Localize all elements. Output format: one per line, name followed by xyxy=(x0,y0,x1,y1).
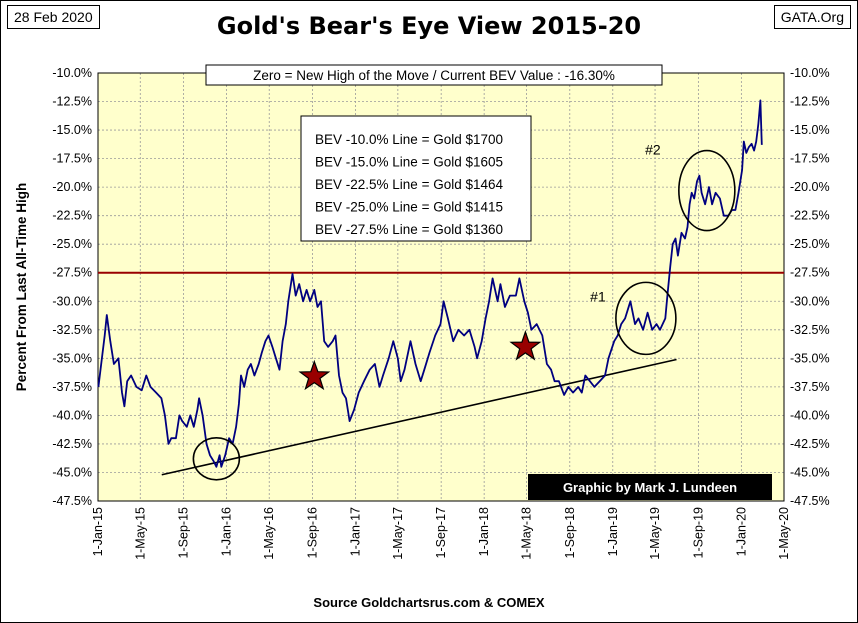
y-tick-label-left: -12.5% xyxy=(52,95,92,109)
x-tick-label: 1-Jan-18 xyxy=(477,507,491,556)
trend-line xyxy=(161,358,677,476)
y-tick-label-right: -20.0% xyxy=(790,180,830,194)
source-note: Source Goldchartsrus.com & COMEX xyxy=(313,595,545,610)
x-tick-label: 1-May-20 xyxy=(777,507,791,560)
info-banner-box xyxy=(205,64,663,86)
bev-legend-line: BEV -15.0% Line = Gold $1605 xyxy=(315,155,503,170)
y-axis-label: Percent From Last All-Time High xyxy=(14,183,29,392)
y-tick-label-right: -45.0% xyxy=(790,465,830,479)
y-tick-label-left: -35.0% xyxy=(52,351,92,365)
y-tick-label-left: -32.5% xyxy=(52,323,92,337)
y-tick-label-right: -40.0% xyxy=(790,408,830,422)
y-tick-label-left: -47.5% xyxy=(52,494,92,508)
y-tick-label-right: -10.0% xyxy=(790,66,830,80)
x-tick-label: 1-May-18 xyxy=(519,507,533,560)
info-banner-text: Zero = New High of the Move / Current BE… xyxy=(253,68,615,83)
series-line xyxy=(97,99,763,468)
y-tick-label-right: -30.0% xyxy=(790,294,830,308)
y-tick-label-left: -30.0% xyxy=(52,294,92,308)
y-tick-label-right: -37.5% xyxy=(790,380,830,394)
annotation-label: #1 xyxy=(590,289,606,305)
site-tag: GATA.Org xyxy=(773,5,851,29)
y-tick-label-right: -32.5% xyxy=(790,323,830,337)
star-marker xyxy=(509,330,542,361)
y-tick-label-left: -22.5% xyxy=(52,209,92,223)
x-tick-label: 1-Sep-19 xyxy=(691,507,705,558)
x-tick-label: 1-May-16 xyxy=(262,507,276,560)
y-tick-label-right: -17.5% xyxy=(790,152,830,166)
x-tick-label: 1-Jan-16 xyxy=(220,507,234,556)
y-tick-label-left: -40.0% xyxy=(52,408,92,422)
chart-title: Gold's Bear's Eye View 2015-20 xyxy=(216,12,642,40)
date-tag: 28 Feb 2020 xyxy=(7,5,100,29)
y-tick-label-right: -35.0% xyxy=(790,351,830,365)
y-tick-label-right: -27.5% xyxy=(790,266,830,280)
bev-legend-line: BEV -27.5% Line = Gold $1360 xyxy=(315,222,503,237)
y-tick-label-right: -15.0% xyxy=(790,123,830,137)
y-tick-label-left: -45.0% xyxy=(52,465,92,479)
star-marker xyxy=(298,359,331,391)
y-tick-label-right: -25.0% xyxy=(790,237,830,251)
x-tick-label: 1-May-15 xyxy=(133,507,147,560)
x-tick-label: 1-Jan-19 xyxy=(606,507,620,556)
x-tick-label: 1-Sep-18 xyxy=(563,507,577,558)
bev-legend-line: BEV -10.0% Line = Gold $1700 xyxy=(315,132,503,147)
highlight-circle xyxy=(192,436,241,481)
y-tick-label-right: -42.5% xyxy=(790,437,830,451)
credit-box xyxy=(528,474,772,500)
x-tick-label: 1-Sep-16 xyxy=(306,507,320,558)
x-tick-label: 1-Sep-15 xyxy=(177,507,191,558)
x-tick-label: 1-May-17 xyxy=(391,507,405,560)
x-tick-label: 1-May-19 xyxy=(648,507,662,560)
bev-legend-line: BEV -25.0% Line = Gold $1415 xyxy=(315,200,503,215)
x-tick-label: 1-Jan-17 xyxy=(349,507,363,556)
highlight-circle xyxy=(678,149,736,232)
highlight-circle xyxy=(615,281,677,356)
y-tick-label-left: -17.5% xyxy=(52,152,92,166)
y-tick-label-left: -20.0% xyxy=(52,180,92,194)
x-tick-label: 1-Jan-15 xyxy=(91,507,105,556)
x-tick-label: 1-Jan-20 xyxy=(734,507,748,556)
y-tick-label-left: -37.5% xyxy=(52,380,92,394)
x-tick-label: 1-Sep-17 xyxy=(434,507,448,558)
y-tick-label-left: -15.0% xyxy=(52,123,92,137)
y-tick-label-left: -42.5% xyxy=(52,437,92,451)
bev-legend-line: BEV -22.5% Line = Gold $1464 xyxy=(315,177,503,192)
annotation-label: #2 xyxy=(645,141,661,157)
y-tick-label-right: -47.5% xyxy=(790,494,830,508)
credit-text: Graphic by Mark J. Lundeen xyxy=(563,480,737,495)
y-tick-label-left: -10.0% xyxy=(52,66,92,80)
y-tick-label-right: -22.5% xyxy=(790,209,830,223)
y-tick-label-right: -12.5% xyxy=(790,95,830,109)
y-tick-label-left: -25.0% xyxy=(52,237,92,251)
y-tick-label-left: -27.5% xyxy=(52,266,92,280)
bev-legend-box xyxy=(300,115,532,242)
